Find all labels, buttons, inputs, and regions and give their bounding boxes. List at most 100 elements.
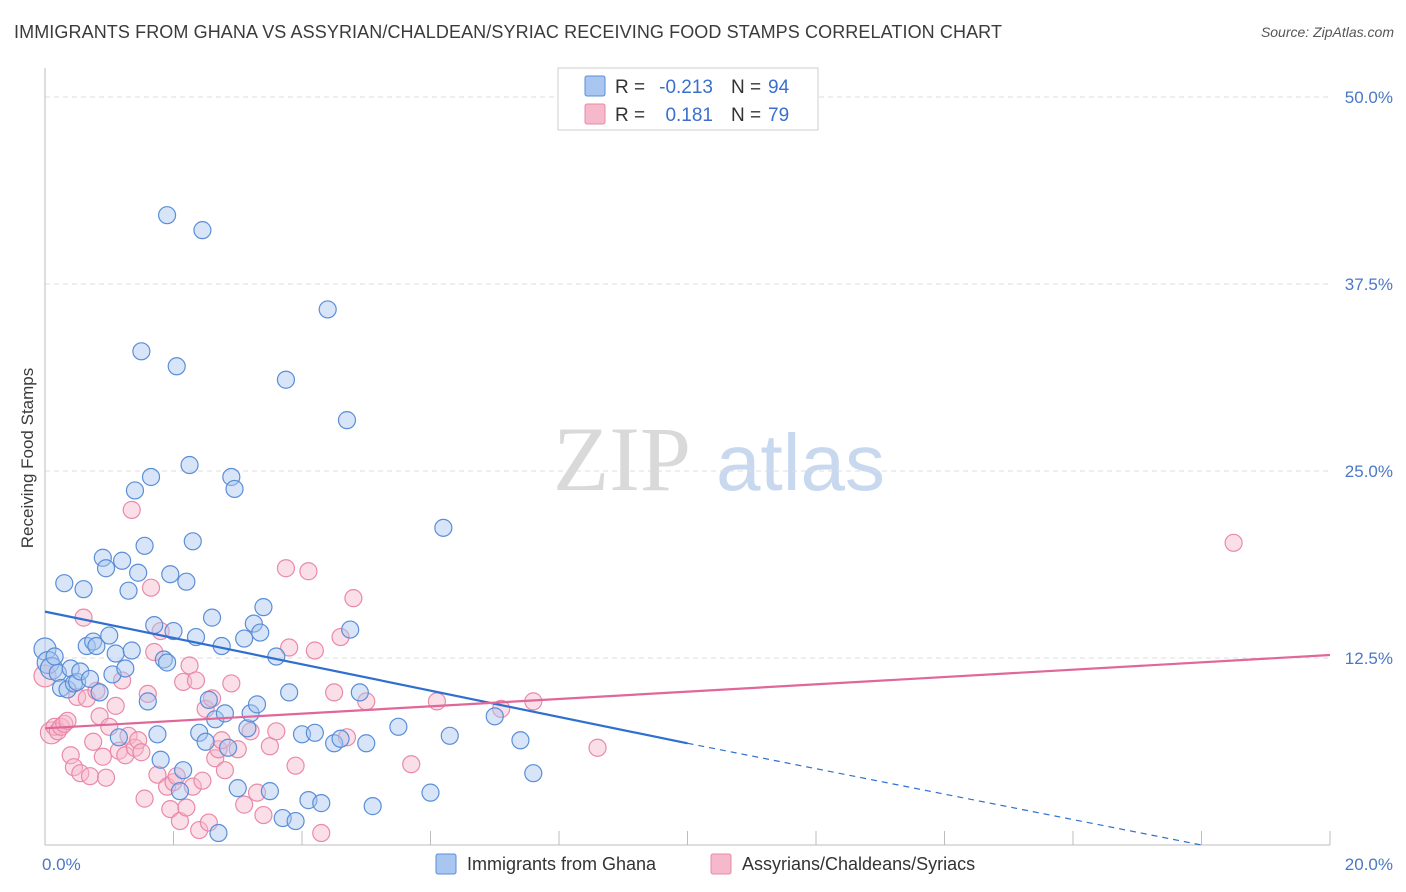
- ghana-point-48: [190, 723, 209, 742]
- ghana-point-33: [141, 467, 161, 487]
- ghana-trend-line: [44, 610, 688, 745]
- bottom-legend-label-ghana: Immigrants from Ghana: [467, 854, 657, 874]
- assyrian-point-55: [228, 740, 247, 759]
- assyrian-point-27: [129, 731, 148, 750]
- assyrian-point-67: [312, 823, 331, 843]
- ghana-point-26: [119, 581, 138, 600]
- ghana-point-52: [202, 608, 222, 627]
- correlation-legend: R = -0.213 N = 94 R = 0.181 N = 79: [557, 67, 819, 131]
- bottom-legend-label-assyrians: Assyrians/Chaldeans/Syriacs: [742, 854, 975, 874]
- assyrian-point-77: [588, 738, 607, 757]
- assyrian-point-28: [132, 743, 151, 762]
- ghana-point-59: [225, 479, 244, 499]
- ghana-point-71: [276, 370, 296, 389]
- assyrian-point-30: [138, 684, 157, 704]
- ghana-point-84: [357, 734, 376, 753]
- ghana-point-22: [106, 644, 125, 663]
- legend-n-label-1: N =: [731, 77, 761, 98]
- y-axis-title: Receiving Food Stamps: [18, 368, 37, 548]
- x-tick-label-1: 20.0%: [1345, 855, 1393, 874]
- ghana-point-49: [193, 221, 212, 240]
- series-assyrians-points: [33, 500, 1243, 843]
- assyrian-point-57: [241, 722, 260, 741]
- chart-source: Source: ZipAtlas.com: [1260, 24, 1394, 40]
- ghana-point-81: [337, 411, 357, 430]
- y-tick-label-1: 25.0%: [1345, 462, 1393, 481]
- ghana-point-11: [71, 662, 90, 681]
- assyrian-point-56: [235, 795, 254, 814]
- assyrian-point-62: [276, 559, 296, 578]
- chart-title: IMMIGRANTS FROM GHANA VS ASSYRIAN/CHALDE…: [14, 22, 1003, 42]
- ghana-point-17: [90, 683, 109, 702]
- legend-n-value-2: 79: [768, 105, 789, 126]
- bottom-legend-swatch-ghana: [435, 853, 457, 875]
- legend-n-value-1: 94: [768, 77, 790, 98]
- ghana-point-85: [363, 797, 382, 816]
- assyrian-point-32: [145, 642, 164, 662]
- ghana-point-61: [235, 629, 254, 648]
- assyrian-point-71: [344, 589, 363, 608]
- series-ghana-points: [33, 206, 543, 843]
- assyrian-point-41: [177, 798, 196, 817]
- assyrian-point-66: [305, 641, 324, 660]
- ghana-point-31: [135, 536, 154, 555]
- ghana-point-19: [96, 559, 116, 578]
- ghana-point-54: [209, 823, 228, 843]
- axes: [44, 68, 1331, 846]
- legend-r-label-1: R =: [615, 77, 645, 98]
- ghana-point-78: [318, 300, 337, 319]
- ghana-point-24: [112, 551, 132, 570]
- watermark-atlas: atlas: [716, 418, 885, 507]
- ghana-point-80: [331, 729, 350, 748]
- ghana-point-89: [440, 726, 459, 745]
- ghana-point-57: [219, 738, 238, 757]
- ghana-point-34: [145, 615, 164, 635]
- assyrian-point-60: [260, 737, 279, 756]
- assyrian-point-44: [186, 671, 206, 690]
- ghana-point-39: [161, 565, 180, 584]
- assyrian-point-42: [180, 656, 199, 675]
- ghana-point-87: [421, 783, 440, 802]
- assyrian-point-68: [325, 683, 344, 702]
- ghana-point-67: [254, 598, 273, 617]
- legend-r-value-1: -0.213: [659, 77, 713, 98]
- y-tick-label-0: 12.5%: [1345, 649, 1393, 668]
- y-tick-label-3: 50.0%: [1345, 88, 1393, 107]
- ghana-point-43: [174, 761, 193, 780]
- x-tick-label-0: 0.0%: [42, 855, 81, 874]
- assyrian-point-54: [222, 674, 241, 693]
- ghana-point-25: [116, 659, 135, 678]
- ghana-point-37: [154, 650, 173, 669]
- watermark-zip: ZIP: [553, 408, 691, 510]
- ghana-point-65: [247, 695, 267, 714]
- tick-labels: 12.5% 25.0% 37.5% 50.0% 0.0% 20.0%: [42, 88, 1393, 874]
- bottom-legend-swatch-assyrians: [710, 853, 732, 875]
- assyrian-point-22: [112, 671, 132, 690]
- assyrian-point-6: [58, 711, 77, 730]
- assyrian-point-46: [193, 771, 212, 790]
- assyrian-point-61: [267, 722, 286, 741]
- ghana-point-58: [222, 467, 241, 487]
- ghana-point-83: [350, 683, 369, 702]
- ghana-point-64: [244, 614, 263, 633]
- legend-swatch-assyrians: [584, 103, 606, 125]
- gridlines: [45, 96, 1330, 659]
- ghana-point-82: [341, 620, 360, 639]
- ghana-point-50: [196, 732, 215, 751]
- ghana-point-60: [228, 779, 247, 798]
- assyrian-point-0: [33, 664, 57, 688]
- ghana-point-35: [148, 725, 167, 744]
- ghana-point-45: [180, 455, 199, 475]
- assyrian-point-7: [61, 746, 80, 765]
- ghana-point-69: [267, 647, 286, 666]
- ghana-point-73: [286, 811, 305, 831]
- legend-n-label-2: N =: [731, 105, 761, 126]
- assyrian-point-9: [68, 687, 87, 706]
- ghana-point-66: [251, 623, 270, 642]
- y-tick-label-2: 37.5%: [1345, 275, 1393, 294]
- trend-lines: [44, 610, 1331, 846]
- assyrian-point-78: [1224, 533, 1243, 552]
- assyrian-point-64: [286, 756, 305, 775]
- ghana-point-27: [122, 641, 141, 660]
